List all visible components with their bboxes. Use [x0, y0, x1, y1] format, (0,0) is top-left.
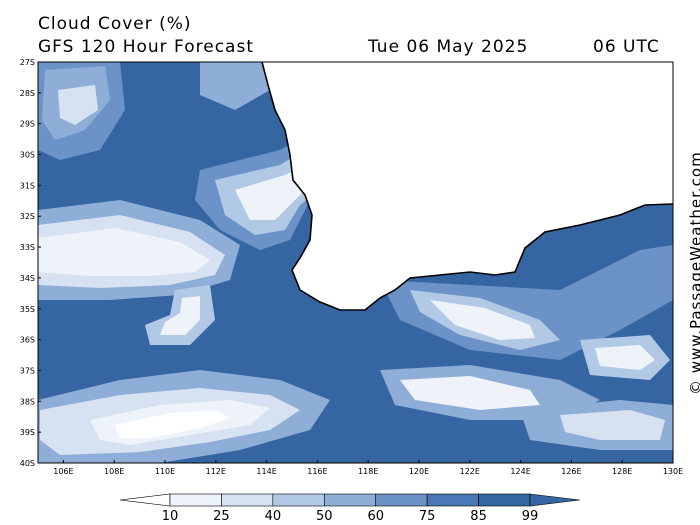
latitude-axis: 27S 28S 29S 30S 31S 32S 33S 34S 35S 36S 37S 38S 39S 4…	[20, 58, 41, 468]
cloud-patch	[400, 376, 540, 410]
latitude-tick-label: 37S	[20, 366, 35, 375]
latitude-tick-label: 38S	[20, 397, 35, 406]
latitude-tick-label: 40S	[20, 459, 35, 468]
legend-label: 10	[162, 509, 179, 524]
legend-swatch	[323, 493, 377, 507]
longitude-tick-label: 112E	[206, 467, 226, 476]
longitude-tick-label: 124E	[510, 467, 530, 476]
latitude-tick-label: 39S	[20, 428, 35, 437]
cloud-cover-legend: 10 25 40 50 60 75 85 99	[119, 493, 581, 524]
legend-label: 60	[367, 509, 384, 524]
cloud-patch	[160, 296, 200, 335]
latitude-tick-label: 29S	[20, 120, 35, 129]
legend-label: 50	[316, 509, 333, 524]
longitude-tick-label: 116E	[307, 467, 327, 476]
legend-label: 25	[213, 509, 230, 524]
legend-max-arrow	[529, 493, 581, 507]
longitude-axis: 106E 108E 110E 112E 114E 116E 118E 120E 122E 124E…	[53, 460, 683, 476]
legend-label: 99	[522, 509, 539, 524]
longitude-tick-label: 110E	[155, 467, 175, 476]
longitude-tick-label: 120E	[409, 467, 429, 476]
cloud-patch	[58, 85, 98, 125]
longitude-tick-label: 126E	[561, 467, 581, 476]
coastline	[261, 62, 673, 311]
legend-min-arrow	[119, 493, 171, 507]
forecast-model-label: GFS 120 Hour Forecast	[38, 37, 254, 57]
forecast-date: Tue 06 May 2025	[368, 37, 529, 57]
legend-label: 40	[265, 509, 282, 524]
land-patch	[115, 410, 230, 438]
longitude-tick-label: 130E	[663, 467, 683, 476]
latitude-tick-label: 36S	[20, 336, 35, 345]
latitude-tick-label: 28S	[20, 89, 35, 98]
longitude-tick-label: 106E	[53, 467, 73, 476]
latitude-tick-label: 32S	[20, 212, 35, 221]
longitude-tick-label: 108E	[104, 467, 124, 476]
cloud-patch	[200, 62, 270, 110]
latitude-tick-label: 34S	[20, 274, 35, 283]
cloud-patch	[595, 345, 655, 370]
legend-label: 85	[470, 509, 487, 524]
latitude-tick-label: 30S	[20, 151, 35, 160]
longitude-tick-label: 128E	[612, 467, 632, 476]
forecast-time: 06 UTC	[593, 37, 660, 57]
legend-swatch	[375, 493, 428, 507]
longitude-tick-label: 118E	[358, 467, 378, 476]
australia-landmass	[262, 62, 673, 310]
map-frame	[37, 61, 674, 464]
latitude-tick-label: 31S	[20, 181, 35, 190]
longitude-tick-label: 122E	[460, 467, 480, 476]
latitude-tick-label: 35S	[20, 305, 35, 314]
cloud-patch	[38, 228, 210, 276]
cloud-patch	[380, 245, 673, 360]
map-title: Cloud Cover (%)	[38, 14, 192, 34]
legend-swatch	[478, 493, 531, 507]
latitude-tick-label: 33S	[20, 243, 35, 252]
legend-swatch	[272, 493, 325, 507]
latitude-tick-label: 27S	[20, 58, 35, 67]
legend-swatch	[221, 493, 274, 507]
cloud-patch	[560, 410, 665, 440]
legend-swatch	[426, 493, 479, 507]
cloud-patch	[430, 300, 535, 340]
legend-label: 75	[419, 509, 436, 524]
legend-swatch	[169, 493, 222, 507]
longitude-tick-label: 114E	[256, 467, 276, 476]
